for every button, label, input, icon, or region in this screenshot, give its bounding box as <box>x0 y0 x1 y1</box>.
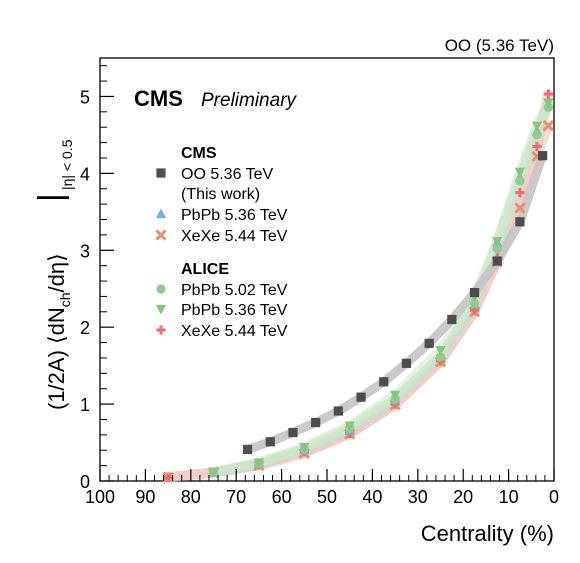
data-point <box>242 444 253 455</box>
data-point <box>469 287 480 298</box>
x-tick-label: 70 <box>226 487 246 507</box>
data-point <box>401 358 412 368</box>
x-tick-label: 10 <box>499 487 519 507</box>
x-tick-label: 40 <box>362 487 382 507</box>
x-tick-label: 30 <box>408 487 428 507</box>
data-point <box>424 338 434 348</box>
data-point <box>447 314 457 325</box>
y-tick-label: 3 <box>80 241 90 261</box>
x-tick-label: 20 <box>453 487 473 507</box>
data-point <box>492 236 503 247</box>
y-axis-label: (1/2A) ⟨dNch/dη⟩ | |η| < 0.5 <box>32 139 75 410</box>
legend-entry-label: XeXe 5.44 TeV <box>181 228 288 245</box>
data-point <box>542 120 554 132</box>
y-axis-label-sub: ch <box>57 292 73 307</box>
data-point <box>515 217 525 227</box>
x-tick-label: 90 <box>135 487 155 507</box>
data-point <box>435 346 446 356</box>
legend-group-title: ALICE <box>181 261 229 278</box>
svg-text:(1/2A) ⟨dNch/dη⟩: (1/2A) ⟨dNch/dη⟩ <box>44 253 73 410</box>
legend-marker <box>156 284 166 294</box>
data-point <box>390 390 401 401</box>
x-axis-ticks: 100 90 80 70 60 50 40 30 20 10 0 <box>85 469 559 507</box>
collision-system-label: OO (5.36 TeV) <box>445 36 554 55</box>
y-axis-condition: |η| < 0.5 <box>59 139 75 190</box>
data-point <box>543 89 553 99</box>
x-axis-label: Centrality (%) <box>421 521 554 546</box>
x-tick-label: 80 <box>181 487 201 507</box>
experiment-label: CMS <box>134 86 183 111</box>
data-point <box>208 467 219 478</box>
data-point <box>515 176 525 186</box>
y-tick-label: 5 <box>80 87 90 107</box>
legend-entry-label: PbPb 5.02 TeV <box>181 282 288 299</box>
y-axis-condition-bar: | <box>32 193 70 202</box>
data-point <box>253 458 264 469</box>
x-tick-label: 0 <box>549 487 559 507</box>
legend-entry-label: (This work) <box>181 186 260 203</box>
y-axis-label-main: (1/2A) ⟨dN <box>44 307 69 410</box>
data-point <box>543 98 554 109</box>
legend-entry-label: PbPb 5.36 TeV <box>181 207 288 224</box>
data-point <box>435 352 446 362</box>
data-point <box>265 437 275 447</box>
legend-entry-label: PbPb 5.36 TeV <box>181 302 288 319</box>
data-point <box>299 443 310 453</box>
legend: CMS OO 5.36 TeV (This work) PbPb 5.36 TeV Xe… <box>155 145 288 340</box>
data-point <box>333 406 343 416</box>
y-tick-label: 4 <box>80 164 90 184</box>
data-point <box>288 427 298 438</box>
data-point <box>515 187 525 198</box>
status-label: Preliminary <box>201 90 298 111</box>
y-axis-label-mid: /dη⟩ <box>44 253 69 292</box>
data-point <box>492 244 502 254</box>
data-point <box>538 151 548 161</box>
y-axis-ticks: 0 1 2 3 4 5 <box>80 65 114 492</box>
data-point <box>356 392 366 402</box>
x-tick-label: 100 <box>85 487 115 507</box>
data-point <box>492 256 502 266</box>
data-point <box>531 121 543 132</box>
legend-marker <box>156 325 166 335</box>
data-point <box>532 130 542 140</box>
x-tick-label: 60 <box>272 487 292 507</box>
data-point <box>532 141 542 152</box>
data-point <box>311 417 321 428</box>
y-tick-label: 0 <box>80 472 90 492</box>
data-point <box>514 167 526 178</box>
legend-entry-label: XeXe 5.44 TeV <box>181 323 288 340</box>
data-point <box>344 421 355 432</box>
legend-entry-label: OO 5.36 TeV <box>181 166 274 183</box>
legend-marker <box>155 229 167 241</box>
y-tick-label: 1 <box>80 395 90 415</box>
legend-marker <box>156 168 166 178</box>
legend-marker <box>155 208 167 219</box>
data-markers <box>162 89 554 483</box>
data-point <box>514 202 526 214</box>
x-tick-label: 50 <box>317 487 337 507</box>
data-point <box>379 377 389 387</box>
legend-marker <box>155 304 167 315</box>
data-point <box>163 472 173 482</box>
legend-group-title: CMS <box>181 145 217 162</box>
data-point <box>469 298 480 308</box>
y-tick-label: 2 <box>80 318 90 338</box>
